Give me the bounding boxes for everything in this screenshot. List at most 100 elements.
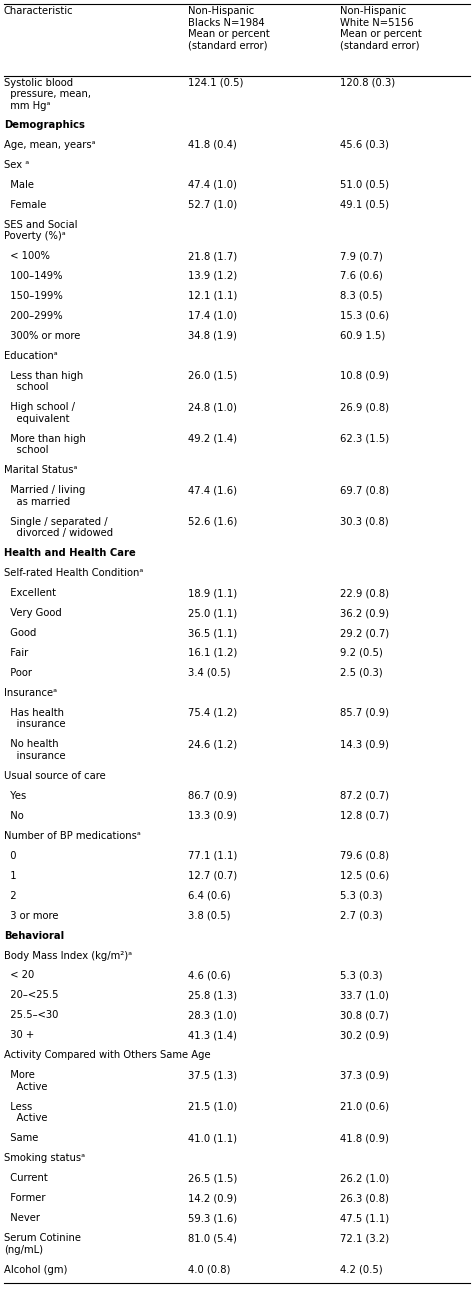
Text: 7.9 (0.7): 7.9 (0.7) — [340, 251, 383, 262]
Text: More
    Active: More Active — [4, 1070, 47, 1092]
Text: 30 +: 30 + — [4, 1030, 34, 1040]
Text: 0: 0 — [4, 851, 17, 861]
Text: Current: Current — [4, 1173, 48, 1183]
Text: 47.5 (1.1): 47.5 (1.1) — [340, 1213, 389, 1223]
Text: Married / living
    as married: Married / living as married — [4, 485, 85, 507]
Text: 87.2 (0.7): 87.2 (0.7) — [340, 790, 389, 800]
Text: 24.8 (1.0): 24.8 (1.0) — [188, 402, 237, 412]
Text: 30.2 (0.9): 30.2 (0.9) — [340, 1030, 389, 1040]
Text: 7.6 (0.6): 7.6 (0.6) — [340, 271, 383, 281]
Text: Former: Former — [4, 1194, 46, 1203]
Text: 22.9 (0.8): 22.9 (0.8) — [340, 588, 389, 598]
Text: 124.1 (0.5): 124.1 (0.5) — [188, 77, 243, 88]
Text: 49.2 (1.4): 49.2 (1.4) — [188, 434, 237, 443]
Text: 1: 1 — [4, 870, 17, 880]
Text: 20–<25.5: 20–<25.5 — [4, 990, 58, 1000]
Text: Demographics: Demographics — [4, 120, 85, 130]
Text: 21.0 (0.6): 21.0 (0.6) — [340, 1102, 389, 1111]
Text: Same: Same — [4, 1133, 38, 1143]
Text: 69.7 (0.8): 69.7 (0.8) — [340, 485, 389, 495]
Text: 37.3 (0.9): 37.3 (0.9) — [340, 1070, 389, 1080]
Text: 12.5 (0.6): 12.5 (0.6) — [340, 870, 389, 880]
Text: 4.0 (0.8): 4.0 (0.8) — [188, 1265, 230, 1275]
Text: 26.0 (1.5): 26.0 (1.5) — [188, 371, 237, 380]
Text: Less
    Active: Less Active — [4, 1102, 47, 1123]
Text: 16.1 (1.2): 16.1 (1.2) — [188, 648, 237, 657]
Text: Non-Hispanic
White N=5156
Mean or percent
(standard error): Non-Hispanic White N=5156 Mean or percen… — [340, 6, 422, 50]
Text: Single / separated /
    divorced / widowed: Single / separated / divorced / widowed — [4, 517, 113, 539]
Text: 36.5 (1.1): 36.5 (1.1) — [188, 628, 237, 638]
Text: 52.6 (1.6): 52.6 (1.6) — [188, 517, 237, 527]
Text: Smoking statusᵃ: Smoking statusᵃ — [4, 1154, 85, 1163]
Text: 72.1 (3.2): 72.1 (3.2) — [340, 1234, 389, 1243]
Text: 41.0 (1.1): 41.0 (1.1) — [188, 1133, 237, 1143]
Text: 14.3 (0.9): 14.3 (0.9) — [340, 740, 389, 749]
Text: 14.2 (0.9): 14.2 (0.9) — [188, 1194, 237, 1203]
Text: Activity Compared with Others Same Age: Activity Compared with Others Same Age — [4, 1051, 210, 1061]
Text: 2.7 (0.3): 2.7 (0.3) — [340, 910, 383, 920]
Text: 13.3 (0.9): 13.3 (0.9) — [188, 811, 237, 821]
Text: Characteristic: Characteristic — [4, 6, 73, 15]
Text: < 100%: < 100% — [4, 251, 50, 262]
Text: Male: Male — [4, 179, 34, 189]
Text: 26.2 (1.0): 26.2 (1.0) — [340, 1173, 389, 1183]
Text: 120.8 (0.3): 120.8 (0.3) — [340, 77, 395, 88]
Text: 100–149%: 100–149% — [4, 271, 63, 281]
Text: 36.2 (0.9): 36.2 (0.9) — [340, 608, 389, 617]
Text: 4.6 (0.6): 4.6 (0.6) — [188, 971, 231, 981]
Text: 79.6 (0.8): 79.6 (0.8) — [340, 851, 389, 861]
Text: Yes: Yes — [4, 790, 26, 800]
Text: Age, mean, yearsᵃ: Age, mean, yearsᵃ — [4, 139, 96, 150]
Text: 47.4 (1.0): 47.4 (1.0) — [188, 179, 237, 189]
Text: 33.7 (1.0): 33.7 (1.0) — [340, 990, 389, 1000]
Text: 18.9 (1.1): 18.9 (1.1) — [188, 588, 237, 598]
Text: 34.8 (1.9): 34.8 (1.9) — [188, 331, 237, 340]
Text: 150–199%: 150–199% — [4, 291, 63, 300]
Text: Excellent: Excellent — [4, 588, 56, 598]
Text: 8.3 (0.5): 8.3 (0.5) — [340, 291, 383, 300]
Text: No: No — [4, 811, 24, 821]
Text: 25.0 (1.1): 25.0 (1.1) — [188, 608, 237, 617]
Text: Good: Good — [4, 628, 36, 638]
Text: 10.8 (0.9): 10.8 (0.9) — [340, 371, 389, 380]
Text: 5.3 (0.3): 5.3 (0.3) — [340, 971, 383, 981]
Text: SES and Social
Poverty (%)ᵃ: SES and Social Poverty (%)ᵃ — [4, 219, 78, 241]
Text: 77.1 (1.1): 77.1 (1.1) — [188, 851, 237, 861]
Text: 86.7 (0.9): 86.7 (0.9) — [188, 790, 237, 800]
Text: Body Mass Index (kg/m²)ᵃ: Body Mass Index (kg/m²)ᵃ — [4, 950, 132, 960]
Text: 30.3 (0.8): 30.3 (0.8) — [340, 517, 389, 527]
Text: Systolic blood
  pressure, mean,
  mm Hgᵃ: Systolic blood pressure, mean, mm Hgᵃ — [4, 77, 91, 111]
Text: Educationᵃ: Educationᵃ — [4, 351, 58, 361]
Text: Serum Cotinine
(ng/mL): Serum Cotinine (ng/mL) — [4, 1234, 81, 1254]
Text: Health and Health Care: Health and Health Care — [4, 548, 136, 558]
Text: 81.0 (5.4): 81.0 (5.4) — [188, 1234, 237, 1243]
Text: Less than high
    school: Less than high school — [4, 371, 83, 392]
Text: 85.7 (0.9): 85.7 (0.9) — [340, 708, 389, 718]
Text: Sex ᵃ: Sex ᵃ — [4, 160, 29, 170]
Text: 6.4 (0.6): 6.4 (0.6) — [188, 891, 231, 901]
Text: 3.4 (0.5): 3.4 (0.5) — [188, 668, 230, 678]
Text: 37.5 (1.3): 37.5 (1.3) — [188, 1070, 237, 1080]
Text: Self-rated Health Conditionᵃ: Self-rated Health Conditionᵃ — [4, 568, 143, 579]
Text: < 20: < 20 — [4, 971, 34, 981]
Text: 41.8 (0.9): 41.8 (0.9) — [340, 1133, 389, 1143]
Text: 59.3 (1.6): 59.3 (1.6) — [188, 1213, 237, 1223]
Text: Number of BP medicationsᵃ: Number of BP medicationsᵃ — [4, 830, 141, 840]
Text: 62.3 (1.5): 62.3 (1.5) — [340, 434, 389, 443]
Text: Usual source of care: Usual source of care — [4, 771, 106, 781]
Text: 3 or more: 3 or more — [4, 910, 58, 920]
Text: 26.9 (0.8): 26.9 (0.8) — [340, 402, 389, 412]
Text: 12.8 (0.7): 12.8 (0.7) — [340, 811, 389, 821]
Text: 2: 2 — [4, 891, 17, 901]
Text: Fair: Fair — [4, 648, 28, 657]
Text: Has health
    insurance: Has health insurance — [4, 708, 65, 730]
Text: 12.1 (1.1): 12.1 (1.1) — [188, 291, 237, 300]
Text: No health
    insurance: No health insurance — [4, 740, 65, 761]
Text: 21.5 (1.0): 21.5 (1.0) — [188, 1102, 237, 1111]
Text: 25.8 (1.3): 25.8 (1.3) — [188, 990, 237, 1000]
Text: 41.8 (0.4): 41.8 (0.4) — [188, 139, 237, 150]
Text: 3.8 (0.5): 3.8 (0.5) — [188, 910, 230, 920]
Text: 47.4 (1.6): 47.4 (1.6) — [188, 485, 237, 495]
Text: 4.2 (0.5): 4.2 (0.5) — [340, 1265, 383, 1275]
Text: 5.3 (0.3): 5.3 (0.3) — [340, 891, 383, 901]
